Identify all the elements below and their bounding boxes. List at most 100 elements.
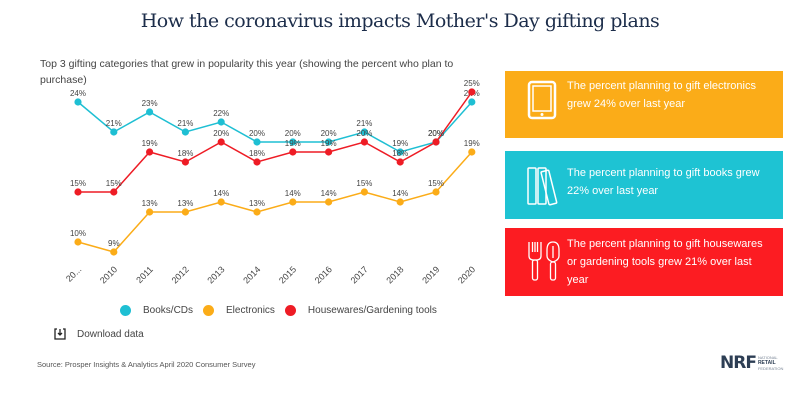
data-point-housewares-gardening-tools[interactable]: [432, 138, 440, 146]
download-data-label: Download data: [77, 328, 144, 340]
legend-item-housewares[interactable]: Housewares/Gardening tools: [284, 305, 437, 316]
x-tick-label: 2017: [349, 264, 370, 285]
series-line-housewares-gardening-tools: [78, 91, 473, 193]
legend-item-books[interactable]: Books/CDs: [120, 305, 193, 316]
data-label-books-cds: 21%: [177, 119, 193, 128]
data-point-books-cds[interactable]: [360, 128, 368, 136]
legend-marker-electronics: [203, 305, 215, 316]
data-point-books-cds[interactable]: [146, 108, 154, 116]
data-point-electronics[interactable]: [468, 148, 476, 156]
nrf-logo-line2: RETAIL: [757, 360, 776, 366]
data-label-electronics: 15%: [428, 179, 444, 188]
data-point-electronics[interactable]: [325, 198, 333, 206]
data-point-electronics[interactable]: [181, 208, 189, 216]
data-point-electronics[interactable]: [432, 188, 440, 196]
x-tick-label: 2019: [420, 264, 441, 285]
data-label-electronics: 19%: [464, 139, 480, 148]
data-point-housewares-gardening-tools[interactable]: [253, 158, 261, 166]
data-point-books-cds[interactable]: [253, 138, 261, 146]
nrf-logo-line3: FEDERATION: [757, 366, 784, 371]
x-tick-label: 2011: [134, 264, 155, 285]
data-point-electronics[interactable]: [360, 188, 368, 196]
data-point-books-cds[interactable]: [289, 138, 297, 146]
data-point-books-cds[interactable]: [468, 98, 476, 106]
data-label-housewares-gardening-tools: 25%: [464, 79, 480, 88]
data-label-housewares-gardening-tools: 19%: [285, 139, 301, 148]
data-label-housewares-gardening-tools: 18%: [392, 149, 408, 158]
data-point-electronics[interactable]: [253, 208, 261, 216]
data-label-electronics: 14%: [321, 189, 337, 198]
legend-label-housewares: Housewares/Gardening tools: [307, 305, 437, 316]
data-point-housewares-gardening-tools[interactable]: [396, 158, 404, 166]
nrf-logo-mark: NRF: [720, 353, 757, 373]
data-point-electronics[interactable]: [289, 198, 297, 206]
series-line-electronics: [77, 151, 473, 253]
data-point-electronics[interactable]: [217, 198, 225, 206]
x-tick-label: 2020: [456, 264, 477, 285]
x-tick-label: 2012: [170, 264, 191, 285]
data-label-books-cds: 20%: [249, 129, 265, 138]
data-label-books-cds: 21%: [356, 119, 372, 128]
data-point-housewares-gardening-tools[interactable]: [217, 138, 225, 146]
data-label-electronics: 14%: [285, 189, 301, 198]
stat-card-housewares: The percent planning to gift housewares …: [505, 228, 783, 296]
data-point-housewares-gardening-tools[interactable]: [146, 148, 154, 156]
data-label-books-cds: 22%: [213, 109, 229, 118]
data-label-books-cds: 19%: [392, 139, 408, 148]
data-label-books-cds: 20%: [428, 129, 444, 138]
stat-card-housewares-text: The percent planning to gift housewares …: [567, 238, 763, 286]
download-icon: [54, 328, 66, 340]
x-tick-label: 2018: [384, 264, 405, 285]
data-point-housewares-gardening-tools[interactable]: [360, 138, 368, 146]
books-icon: [527, 167, 558, 206]
data-label-electronics: 10%: [70, 229, 86, 238]
x-tick-label: 20...: [64, 264, 83, 283]
legend-item-electronics[interactable]: Electronics: [203, 305, 275, 316]
nrf-logo-line1: NATIONAL: [757, 355, 778, 360]
line-chart: 10% 9% 13% 13% 14% 13% 14% 14% 15% 14% 15% 19% 24% 21…: [64, 79, 480, 286]
data-point-books-cds[interactable]: [217, 118, 225, 126]
data-label-electronics: 15%: [356, 179, 372, 188]
data-label-electronics: 14%: [392, 189, 408, 198]
data-point-housewares-gardening-tools[interactable]: [181, 158, 189, 166]
data-point-electronics[interactable]: [110, 248, 118, 256]
legend-marker-housewares: [284, 305, 296, 316]
data-point-books-cds[interactable]: [110, 128, 118, 136]
data-label-housewares-gardening-tools: 15%: [70, 179, 86, 188]
series-line-books-cds: [77, 101, 473, 153]
x-tick-label: 2014: [241, 264, 262, 285]
download-data-button[interactable]: Download data: [54, 328, 144, 340]
data-point-housewares-gardening-tools[interactable]: [110, 188, 118, 196]
data-point-electronics[interactable]: [146, 208, 154, 216]
data-label-electronics: 13%: [177, 199, 193, 208]
data-point-books-cds[interactable]: [396, 148, 404, 156]
data-label-electronics: 14%: [213, 189, 229, 198]
nrf-logo: NRF NATIONAL RETAIL FEDERATION: [720, 353, 783, 373]
data-point-books-cds[interactable]: [325, 138, 333, 146]
data-point-housewares-gardening-tools[interactable]: [74, 188, 82, 196]
stat-card-electronics: The percent planning to gift electronics…: [505, 71, 783, 138]
data-label-housewares-gardening-tools: 18%: [249, 149, 265, 158]
data-point-housewares-gardening-tools[interactable]: [289, 148, 297, 156]
x-tick-label: 2016: [313, 264, 334, 285]
tablet-icon: [527, 80, 557, 120]
data-label-books-cds: 24%: [70, 89, 86, 98]
data-label-housewares-gardening-tools: 20%: [356, 129, 372, 138]
data-point-electronics[interactable]: [74, 238, 82, 246]
source-note: Source: Prosper Insights & Analytics Apr…: [37, 360, 256, 369]
stat-card-electronics-text: The percent planning to gift electronics…: [567, 80, 756, 110]
garden-tools-icon: [528, 241, 560, 281]
data-label-housewares-gardening-tools: 15%: [106, 179, 122, 188]
data-label-housewares-gardening-tools: 18%: [177, 149, 193, 158]
stat-card-books: The percent planning to gift books grew …: [505, 151, 783, 219]
stat-card-books-text: The percent planning to gift books grew …: [567, 167, 760, 197]
chart-title: How the coronavirus impacts Mother's Day…: [140, 10, 660, 32]
chart-legend: Books/CDs Electronics Housewares/Gardeni…: [120, 305, 447, 316]
data-point-books-cds[interactable]: [181, 128, 189, 136]
data-point-housewares-gardening-tools[interactable]: [325, 148, 333, 156]
data-point-housewares-gardening-tools[interactable]: [468, 88, 476, 96]
data-point-books-cds[interactable]: [74, 98, 82, 106]
data-point-electronics[interactable]: [396, 198, 404, 206]
data-label-electronics: 9%: [108, 239, 120, 248]
legend-marker-books: [120, 305, 131, 316]
